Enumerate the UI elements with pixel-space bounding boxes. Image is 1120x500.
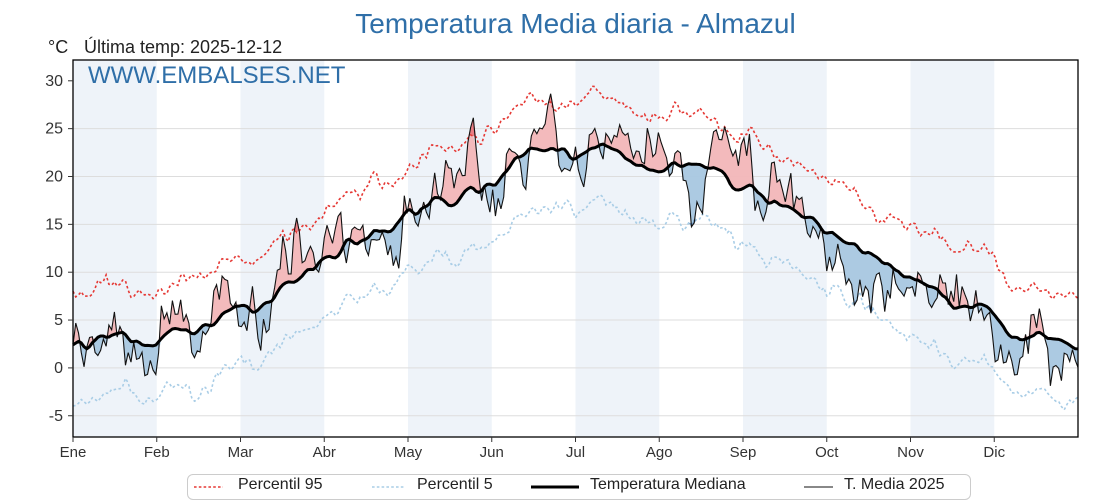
svg-text:Nov: Nov <box>897 444 924 461</box>
svg-text:May: May <box>394 444 423 461</box>
svg-text:15: 15 <box>45 216 63 233</box>
svg-text:Ene: Ene <box>60 444 87 461</box>
svg-text:10: 10 <box>45 264 63 281</box>
svg-text:Ago: Ago <box>646 444 673 461</box>
svg-text:-5: -5 <box>49 408 63 425</box>
svg-text:5: 5 <box>54 312 63 329</box>
svg-text:0: 0 <box>54 360 63 377</box>
svg-text:20: 20 <box>45 169 63 186</box>
svg-text:Abr: Abr <box>313 444 336 461</box>
svg-text:Jul: Jul <box>566 444 585 461</box>
svg-text:25: 25 <box>45 121 63 138</box>
svg-text:Sep: Sep <box>730 444 757 461</box>
svg-text:Dic: Dic <box>983 444 1005 461</box>
svg-text:Feb: Feb <box>144 444 170 461</box>
svg-text:30: 30 <box>45 73 63 90</box>
svg-text:Mar: Mar <box>228 444 254 461</box>
svg-text:Oct: Oct <box>815 444 839 461</box>
svg-text:Jun: Jun <box>480 444 504 461</box>
